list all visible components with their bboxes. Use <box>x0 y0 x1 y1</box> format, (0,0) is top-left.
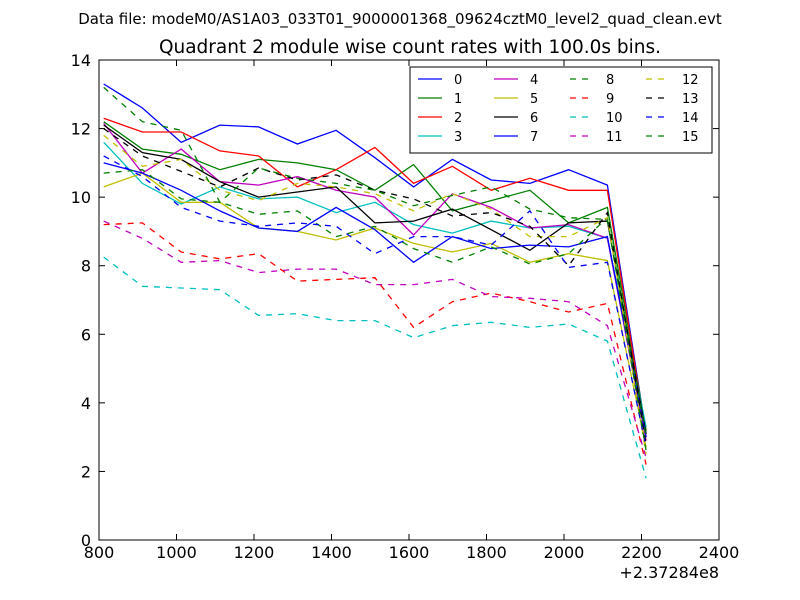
legend-label-12: 12 <box>682 73 699 88</box>
series-line-8 <box>103 169 647 438</box>
legend-label-6: 6 <box>530 111 538 126</box>
y-tick-label: 12 <box>71 120 91 139</box>
y-tick-label: 2 <box>81 462 91 481</box>
x-tick-label: 1600 <box>389 543 430 562</box>
legend-label-11: 11 <box>606 130 623 145</box>
legend-label-4: 4 <box>530 73 538 88</box>
series-line-9 <box>103 222 647 465</box>
legend-box <box>409 66 713 154</box>
x-tick-label: 2200 <box>621 543 662 562</box>
y-tick-label: 4 <box>81 394 91 413</box>
legend-label-3: 3 <box>454 130 462 145</box>
legend-label-13: 13 <box>682 92 699 107</box>
series-line-11 <box>103 220 647 458</box>
x-tick-label: 800 <box>84 543 115 562</box>
x-tick-label: 1000 <box>156 543 197 562</box>
legend-label-8: 8 <box>606 73 614 88</box>
series-line-6 <box>103 124 647 434</box>
y-tick-label: 10 <box>71 188 91 207</box>
series-line-13 <box>103 128 647 445</box>
legend-label-10: 10 <box>606 111 623 126</box>
series-line-1 <box>103 121 647 431</box>
plot-area <box>103 83 647 479</box>
legend-label-15: 15 <box>682 130 699 145</box>
x-tick-label: 2000 <box>544 543 585 562</box>
series-line-14 <box>103 155 647 448</box>
series-line-12 <box>103 134 647 455</box>
legend-label-2: 2 <box>454 111 462 126</box>
y-tick-label: 14 <box>71 51 91 70</box>
legend-label-7: 7 <box>530 130 538 145</box>
series-line-4 <box>103 123 647 441</box>
series-line-7 <box>103 162 647 438</box>
series-line-10 <box>103 256 647 479</box>
series-line-0 <box>103 83 647 434</box>
legend-label-5: 5 <box>530 92 538 107</box>
series-line-2 <box>103 117 647 438</box>
series-line-3 <box>103 141 647 428</box>
y-tick-label: 8 <box>81 257 91 276</box>
axis-ticks: 800 1000 1200 1400 1600 1800 2000 2200 2400 0 2 4 6 8… <box>71 51 740 562</box>
x-tick-label: 2400 <box>699 543 740 562</box>
series-line-5 <box>103 172 647 448</box>
x-tick-label: 1800 <box>466 543 507 562</box>
x-tick-label: 1400 <box>311 543 352 562</box>
chart-title: Quadrant 2 module wise count rates with … <box>159 37 661 58</box>
x-axis-offset-label: +2.37284e8 <box>619 563 719 582</box>
x-tick-label: 1200 <box>234 543 275 562</box>
data-file-subtitle: Data file: modeM0/AS1A03_033T01_90000013… <box>78 10 722 29</box>
legend-label-0: 0 <box>454 73 462 88</box>
legend-label-1: 1 <box>454 92 462 107</box>
legend-label-9: 9 <box>606 92 614 107</box>
y-tick-label: 6 <box>81 325 91 344</box>
legend-label-14: 14 <box>682 111 699 126</box>
y-tick-label: 0 <box>81 531 91 550</box>
